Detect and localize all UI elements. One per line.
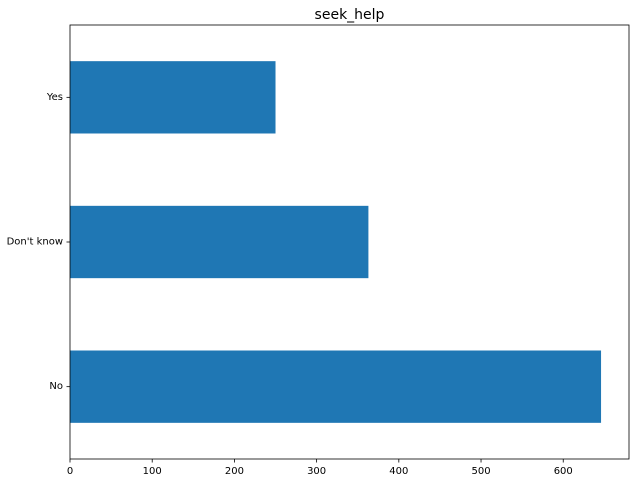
x-tick-label: 100 <box>143 466 162 477</box>
y-tick-label: No <box>49 381 63 392</box>
x-tick-label: 200 <box>225 466 244 477</box>
x-tick-label: 0 <box>67 466 73 477</box>
y-tick-label: Yes <box>46 92 63 103</box>
y-axis-ticks: No Don't know Yes <box>7 92 70 392</box>
bar-no <box>70 350 602 423</box>
x-tick-label: 600 <box>554 466 573 477</box>
x-axis-ticks: 0 100 200 300 400 500 600 <box>67 459 573 477</box>
chart-title: seek_help <box>315 7 385 23</box>
y-tick-label: Don't know <box>7 237 63 248</box>
bar-don-t-know <box>70 205 369 279</box>
plot-frame <box>69 24 630 460</box>
x-tick-label: 300 <box>307 466 326 477</box>
x-tick-label: 500 <box>471 466 490 477</box>
x-tick-label: 400 <box>389 466 408 477</box>
bars-layer <box>70 61 602 423</box>
bar-yes <box>70 61 276 134</box>
